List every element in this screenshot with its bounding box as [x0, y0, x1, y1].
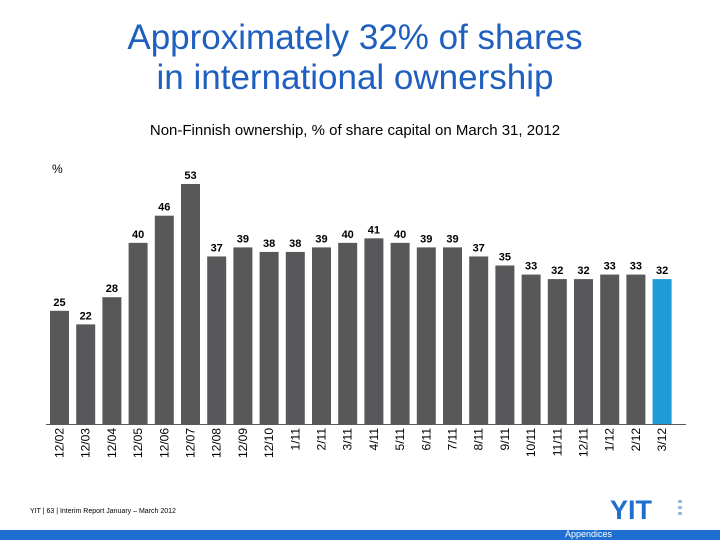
data-label: 28	[106, 283, 118, 295]
data-label: 53	[184, 170, 196, 182]
bar	[390, 242, 410, 424]
bar	[521, 274, 541, 424]
data-label: 38	[289, 238, 301, 250]
data-label: 39	[420, 233, 432, 245]
bar	[50, 310, 69, 424]
x-tick-label: 12/11	[577, 428, 591, 457]
y-axis-unit-label: %	[52, 162, 63, 176]
bar	[285, 251, 305, 424]
data-label: 37	[473, 242, 485, 254]
x-tick-label: 12/05	[131, 428, 145, 458]
bar	[443, 247, 462, 424]
title-line-1: Approximately 32% of shares	[127, 18, 583, 57]
bar	[207, 256, 227, 424]
data-label: 32	[551, 265, 563, 277]
data-label: 33	[630, 261, 642, 273]
data-label: 33	[525, 261, 537, 273]
bar	[495, 265, 515, 424]
footer-text: YIT | 63 | Interim Report January – Marc…	[30, 508, 176, 515]
chart-subtitle: Non-Finnish ownership, % of share capita…	[149, 122, 561, 139]
x-tick-label: 1/11	[288, 428, 302, 451]
bar	[652, 279, 672, 424]
x-tick-label: 12/08	[210, 428, 224, 458]
bar	[600, 274, 620, 424]
logo-text: YIT	[610, 496, 653, 522]
bar	[547, 279, 567, 424]
section-label: Appendices	[565, 529, 613, 539]
bar	[626, 274, 646, 424]
data-label: 35	[499, 252, 511, 264]
data-label: 40	[342, 229, 354, 241]
page-title: Approximately 32% of shares in internati…	[0, 18, 710, 98]
x-tick-label: 8/11	[472, 428, 486, 451]
data-label: 40	[394, 229, 406, 241]
data-label: 38	[263, 238, 275, 250]
x-tick-label: 11/11	[550, 428, 564, 457]
yit-logo: YIT	[610, 496, 682, 522]
x-tick-label: 6/11	[419, 428, 433, 451]
x-tick-label: 12/02	[53, 428, 67, 458]
x-tick-label: 12/06	[157, 428, 171, 458]
bar	[154, 215, 174, 424]
title-line-2: in international ownership	[156, 58, 554, 97]
x-tick-label: 5/11	[393, 428, 407, 451]
bar	[102, 297, 122, 424]
x-tick-label: 12/03	[79, 428, 93, 458]
data-label: 46	[158, 202, 170, 214]
data-label: 32	[577, 265, 589, 277]
data-label: 41	[368, 224, 380, 236]
data-label: 39	[446, 233, 458, 245]
bar	[312, 247, 331, 424]
bar	[469, 256, 489, 424]
data-label: 22	[80, 310, 92, 322]
x-tick-label: 12/04	[105, 428, 119, 458]
x-tick-label: 7/11	[446, 428, 460, 451]
bar	[416, 247, 436, 424]
data-label: 37	[211, 242, 223, 254]
bottom-bar	[0, 530, 720, 540]
x-tick-label: 3/12	[655, 428, 669, 452]
data-label: 25	[53, 297, 65, 309]
x-tick-label: 3/11	[341, 428, 355, 451]
bar	[364, 238, 384, 424]
bar	[259, 251, 279, 424]
x-tick-label: 4/11	[367, 428, 381, 451]
bar	[233, 247, 253, 424]
bar	[338, 242, 358, 424]
bar	[181, 184, 200, 424]
bar	[76, 324, 96, 424]
data-label: 39	[237, 233, 249, 245]
x-tick-label: 12/07	[184, 428, 198, 458]
x-tick-label: 2/12	[629, 428, 643, 452]
bar	[574, 279, 593, 424]
data-label: 33	[604, 261, 616, 273]
x-tick-label: 10/11	[524, 428, 538, 457]
x-tick-label: 9/11	[498, 428, 512, 451]
bar	[128, 242, 148, 424]
data-label: 39	[315, 233, 327, 245]
x-tick-label: 12/09	[236, 428, 250, 458]
x-tick-label: 2/11	[315, 428, 329, 451]
x-tick-label: 1/12	[603, 428, 617, 452]
data-label: 40	[132, 229, 144, 241]
data-label: 32	[656, 265, 668, 277]
x-tick-label: 12/10	[262, 428, 276, 458]
